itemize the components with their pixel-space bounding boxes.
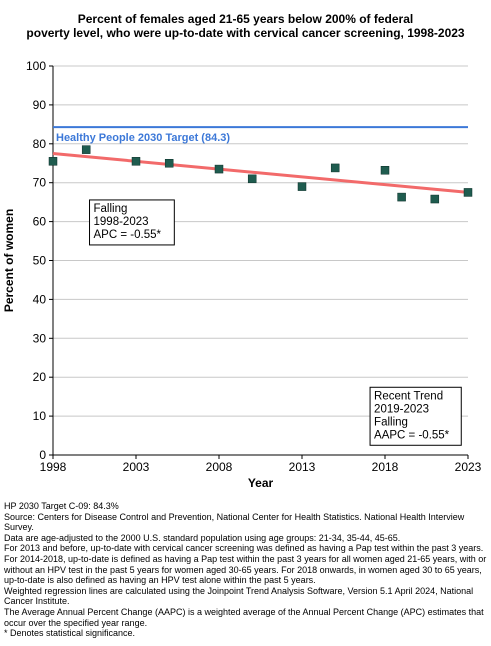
annotation-text: Falling bbox=[94, 203, 128, 215]
x-tick-label-1998: 1998 bbox=[40, 460, 67, 474]
target-label: Healthy People 2030 Target (84.3) bbox=[56, 132, 230, 144]
x-tick-label-2018: 2018 bbox=[372, 460, 399, 474]
annotation-text: Falling bbox=[374, 416, 408, 428]
x-tick-label-2008: 2008 bbox=[206, 460, 233, 474]
annotation-text: 2019-2023 bbox=[374, 403, 429, 415]
annotation-text: Recent Trend bbox=[374, 390, 443, 402]
y-tick-label-90: 90 bbox=[33, 98, 47, 112]
data-point bbox=[81, 145, 91, 154]
y-tick-label-50: 50 bbox=[33, 254, 47, 268]
chart: 0 10 20 30 40 50 60 70 80 90 100 1998 2003 2008 2013 20… bbox=[2, 59, 482, 490]
footnote-significance: * Denotes statistical significance. bbox=[4, 628, 136, 639]
x-tick-label-2023: 2023 bbox=[455, 460, 482, 474]
y-tick-label-20: 20 bbox=[33, 370, 47, 384]
trend-line bbox=[52, 152, 469, 194]
data-point bbox=[380, 166, 390, 175]
footnote-definition: For 2013 and before, up-to-date with cer… bbox=[4, 543, 487, 586]
y-tick-label-40: 40 bbox=[33, 292, 47, 306]
data-point bbox=[48, 157, 58, 166]
footnote-target: HP 2030 Target C-09: 84.3% bbox=[4, 501, 119, 511]
footnote-source: Source: Centers for Disease Control and … bbox=[4, 511, 465, 533]
data-point bbox=[131, 157, 141, 166]
data-point bbox=[214, 164, 224, 174]
y-axis-label: Percent of women bbox=[2, 209, 16, 312]
chart-title-line-1: Percent of females aged 21-65 years belo… bbox=[77, 12, 414, 26]
annotation-box bbox=[369, 386, 462, 446]
annotation-text: APC = -0.55* bbox=[94, 229, 162, 241]
annotation-text: 1998-2023 bbox=[94, 216, 149, 228]
x-tick-label-2013: 2013 bbox=[289, 460, 316, 474]
data-point bbox=[463, 188, 473, 197]
footnote-regression: Weighted regression lines are calculated… bbox=[4, 585, 474, 607]
annotation-box bbox=[89, 199, 175, 246]
data-point bbox=[164, 159, 174, 168]
data-point bbox=[330, 163, 340, 173]
footnotes: HP 2030 Target C-09: 84.3% Source: Cente… bbox=[4, 501, 490, 639]
data-point bbox=[247, 174, 257, 184]
chart-title: Percent of females aged 21-65 years belo… bbox=[0, 12, 491, 40]
y-tick-label-70: 70 bbox=[33, 176, 47, 190]
footnote-aapc: The Average Annual Percent Change (AAPC)… bbox=[4, 606, 484, 628]
data-point bbox=[297, 182, 307, 191]
chart-title-line-2: poverty level, who were up-to-date with … bbox=[26, 26, 465, 40]
y-tick-label-100: 100 bbox=[26, 59, 46, 73]
x-axis-label: Year bbox=[248, 476, 274, 490]
y-tick-label-0: 0 bbox=[39, 448, 46, 462]
y-tick-label-60: 60 bbox=[33, 215, 47, 229]
data-point bbox=[430, 194, 440, 204]
annotation-text: AAPC = -0.55* bbox=[374, 429, 450, 441]
y-tick-label-10: 10 bbox=[33, 409, 47, 423]
y-tick-label-80: 80 bbox=[33, 137, 47, 151]
y-tick-label-30: 30 bbox=[33, 331, 47, 345]
data-point bbox=[397, 192, 406, 202]
footnote-age-adjusted: Data are age-adjusted to the 2000 U.S. s… bbox=[4, 532, 401, 543]
x-tick-label-2003: 2003 bbox=[123, 460, 150, 474]
